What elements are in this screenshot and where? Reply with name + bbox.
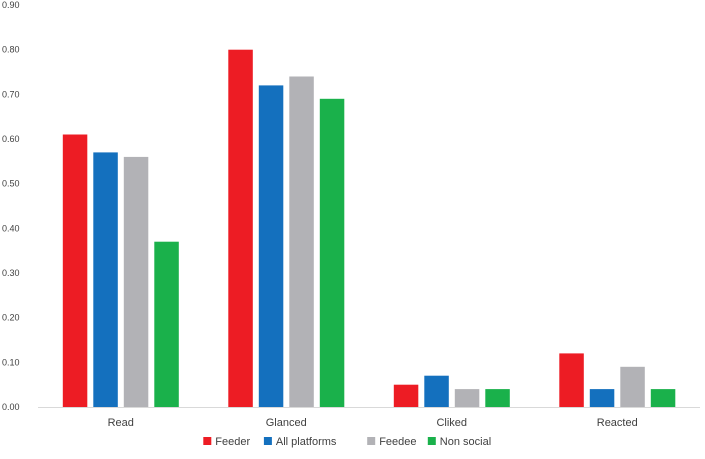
legend-swatch — [367, 437, 376, 445]
bar-reacted-feedee — [620, 366, 645, 407]
y-tick-label: 0.40 — [2, 223, 20, 233]
y-tick-label: 0.80 — [2, 45, 20, 55]
y-tick-label: 0.10 — [2, 357, 20, 367]
y-tick-label: 0.30 — [2, 268, 20, 278]
legend-label: All platforms — [276, 436, 337, 448]
y-tick-label: 0.00 — [2, 402, 20, 412]
bar-glanced-feedee — [289, 76, 314, 407]
bar-cliked-feeder — [393, 384, 419, 407]
legend-label: Feedee — [379, 436, 416, 448]
y-tick-label: 0.90 — [2, 0, 20, 10]
bar-reacted-all-platforms — [589, 389, 615, 407]
x-category-label: Cliked — [436, 417, 467, 429]
legend-swatch — [427, 437, 436, 445]
bar-glanced-non-social — [319, 98, 345, 408]
legend-label: Non social — [440, 436, 491, 448]
x-category-label: Read — [108, 417, 134, 429]
bar-glanced-all-platforms — [258, 85, 284, 408]
bar-read-non-social — [154, 241, 179, 407]
y-tick-label: 0.20 — [2, 313, 20, 323]
y-axis-ticks: 0.00 0.10 0.20 0.30 0.40 0.50 0.60 0.70 0.80 0.90 — [2, 0, 20, 412]
bar-glanced-feeder — [228, 49, 253, 407]
x-category-label: Reacted — [597, 417, 638, 429]
bar-cliked-all-platforms — [424, 375, 449, 407]
x-category-label: Glanced — [266, 417, 307, 429]
y-tick-label: 0.70 — [2, 89, 20, 99]
y-tick-label: 0.50 — [2, 179, 20, 189]
y-tick-label: 0.60 — [2, 134, 20, 144]
legend-swatch — [263, 437, 272, 445]
bar-cliked-non-social — [485, 389, 510, 407]
category-labels: Read Glanced Cliked Reacted — [108, 417, 638, 429]
bar-read-all-platforms — [93, 152, 118, 407]
legend: Feeder All platforms Feedee Non social — [203, 436, 491, 448]
bar-read-feedee — [123, 156, 149, 407]
legend-label: Feeder — [215, 436, 250, 448]
bar-reacted-non-social — [650, 389, 676, 407]
legend-swatch — [203, 437, 212, 445]
bars — [62, 49, 676, 408]
bar-reacted-feeder — [559, 353, 584, 407]
bar-cliked-feedee — [454, 389, 480, 407]
bar-read-feeder — [62, 134, 88, 407]
